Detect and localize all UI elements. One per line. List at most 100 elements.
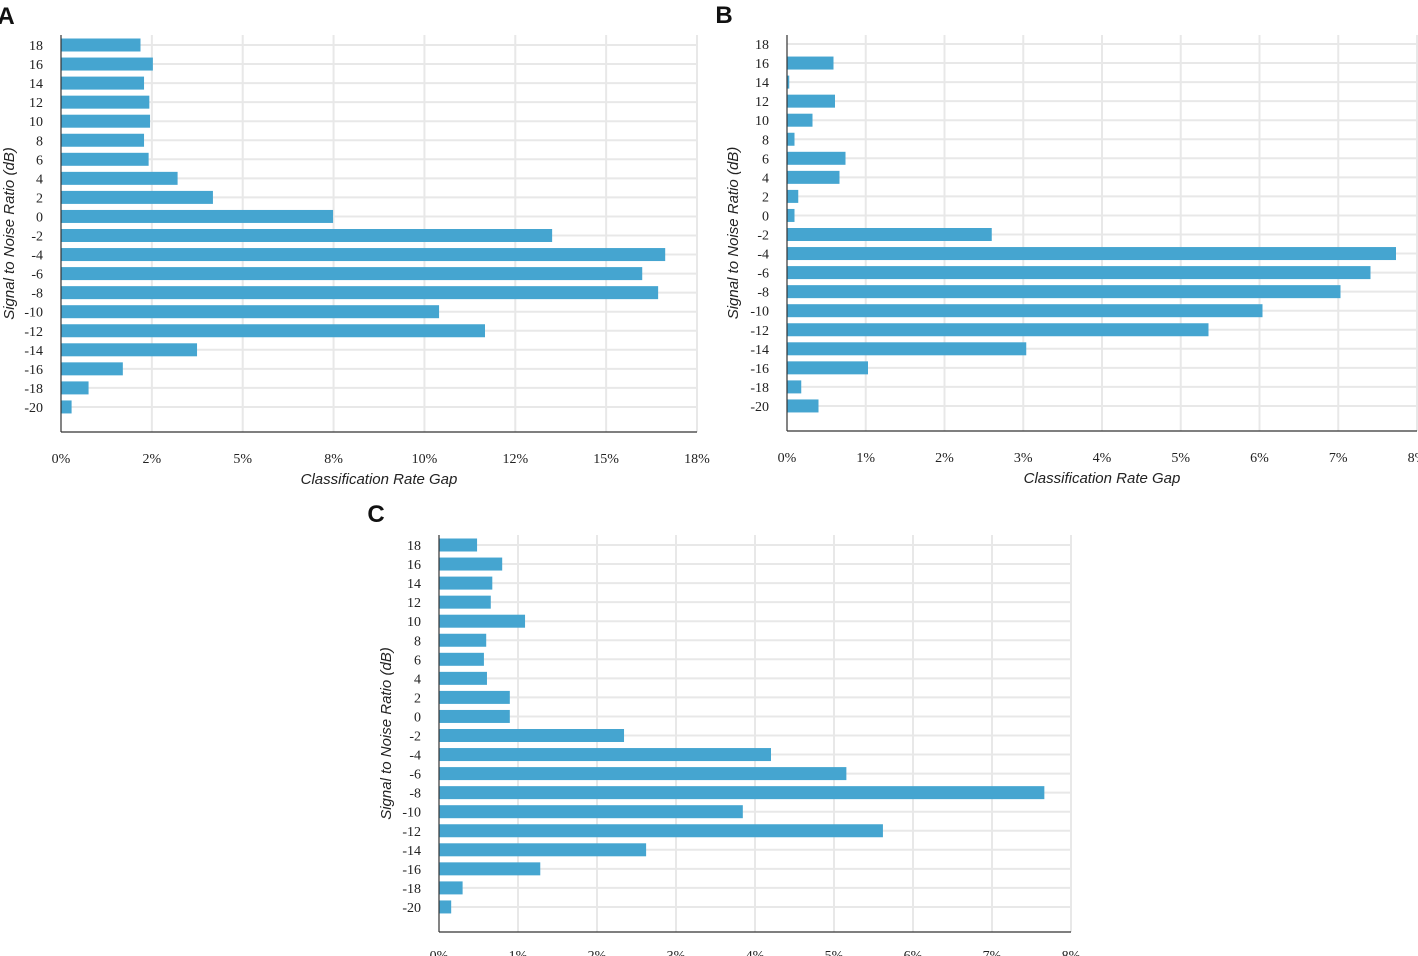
y-tick-label: 12 [755, 95, 769, 110]
x-tick-label: 4% [1093, 451, 1112, 466]
x-tick-label: 2% [588, 949, 607, 956]
y-tick-label: 10 [29, 115, 43, 130]
bar [787, 323, 1209, 337]
bar [61, 324, 485, 338]
bar [61, 286, 659, 300]
y-tick-label: 14 [755, 76, 769, 91]
y-tick-label: -20 [24, 401, 43, 416]
y-tick-label: -12 [750, 324, 769, 339]
x-tick-label: 5% [825, 949, 844, 956]
y-tick-label: 12 [29, 96, 43, 111]
bar [439, 767, 847, 781]
y-tick-label: 2 [414, 691, 421, 706]
y-tick-label: -6 [409, 768, 421, 783]
x-tick-label: 1% [856, 451, 875, 466]
bar [787, 361, 868, 375]
bar [61, 114, 151, 128]
y-tick-label: 6 [36, 153, 43, 168]
bar [61, 152, 149, 166]
y-tick-label: -18 [24, 382, 43, 397]
x-tick-label: 7% [1329, 451, 1348, 466]
y-tick-label: 8 [414, 634, 421, 649]
chart-panel-c: 0% 1% 2% 3% 4% 5% 6% 7% 8% 18 16 14 12 10 8 6 4 2 0 -2 -4 -6 -… [367, 501, 1080, 956]
bar [787, 113, 813, 127]
y-tick-label: -12 [24, 325, 43, 340]
y-tick-label: -18 [402, 882, 421, 897]
bar [61, 305, 440, 319]
bar [439, 900, 452, 914]
y-tick-label: 16 [29, 58, 43, 73]
x-tick-label: 8% [1062, 949, 1081, 956]
y-axis-title: Signal to Noise Ratio (dB) [725, 147, 742, 320]
bar [61, 229, 553, 242]
y-tick-label: -16 [24, 363, 43, 378]
y-tick-label: 18 [755, 38, 769, 53]
y-tick-label: -16 [750, 362, 769, 377]
x-tick-label: 2% [143, 452, 162, 467]
y-tick-label: -20 [750, 400, 769, 415]
bar [61, 190, 213, 204]
y-tick-label: -4 [31, 249, 43, 264]
y-tick-label: -8 [31, 287, 43, 302]
y-tick-label: 6 [414, 653, 421, 668]
y-tick-label: 6 [762, 152, 769, 167]
bar [439, 729, 625, 742]
bar [787, 228, 992, 241]
bar [61, 381, 89, 395]
y-tick-label: -6 [31, 268, 43, 283]
y-tick-label: 10 [755, 114, 769, 129]
bar [61, 57, 153, 71]
x-tick-label: 10% [412, 452, 438, 467]
bar [787, 380, 802, 394]
y-tick-label: 8 [36, 134, 43, 149]
y-tick-label: 4 [414, 672, 421, 687]
panel-label: A [0, 3, 15, 30]
y-tick-label: -20 [402, 901, 421, 916]
bar [61, 95, 150, 109]
bar [439, 881, 463, 895]
x-tick-label: 3% [667, 949, 686, 956]
y-tick-label: 4 [36, 172, 43, 187]
x-axis-title: Classification Rate Gap [301, 471, 458, 488]
x-tick-label: 2% [935, 451, 954, 466]
x-tick-label: 15% [593, 452, 619, 467]
bar [61, 267, 643, 281]
bar [787, 94, 835, 108]
bar [439, 805, 743, 819]
bar [787, 399, 819, 413]
y-tick-label: -14 [750, 343, 769, 358]
bar [787, 56, 834, 70]
x-tick-label: 3% [1014, 451, 1033, 466]
y-tick-label: 18 [29, 39, 43, 54]
y-tick-label: 18 [407, 539, 421, 554]
x-tick-label: 12% [502, 452, 528, 467]
y-tick-label: 12 [407, 596, 421, 611]
y-tick-label: -4 [757, 248, 769, 263]
bar [439, 595, 491, 609]
bar [787, 247, 1396, 261]
y-tick-label: 14 [407, 577, 421, 592]
x-tick-label: 8% [324, 452, 343, 467]
bar [787, 285, 1341, 299]
x-tick-label: 8% [1408, 451, 1418, 466]
y-tick-label: 8 [762, 133, 769, 148]
x-tick-label: 6% [904, 949, 923, 956]
bar [787, 266, 1371, 280]
y-tick-label: -8 [409, 787, 421, 802]
bar [61, 133, 145, 147]
y-tick-label: 2 [36, 191, 43, 206]
bar [787, 132, 795, 146]
bar [439, 671, 487, 685]
x-tick-label: 4% [746, 949, 765, 956]
y-tick-label: -14 [402, 844, 421, 859]
y-tick-label: 16 [755, 57, 769, 72]
bar [787, 342, 1027, 356]
x-tick-label: 5% [233, 452, 252, 467]
bar [61, 362, 123, 376]
y-tick-label: -12 [402, 825, 421, 840]
bar [439, 862, 541, 876]
bar [439, 786, 1045, 800]
bar [61, 76, 145, 90]
y-tick-label: -4 [409, 749, 421, 764]
panel-label: C [367, 501, 384, 528]
